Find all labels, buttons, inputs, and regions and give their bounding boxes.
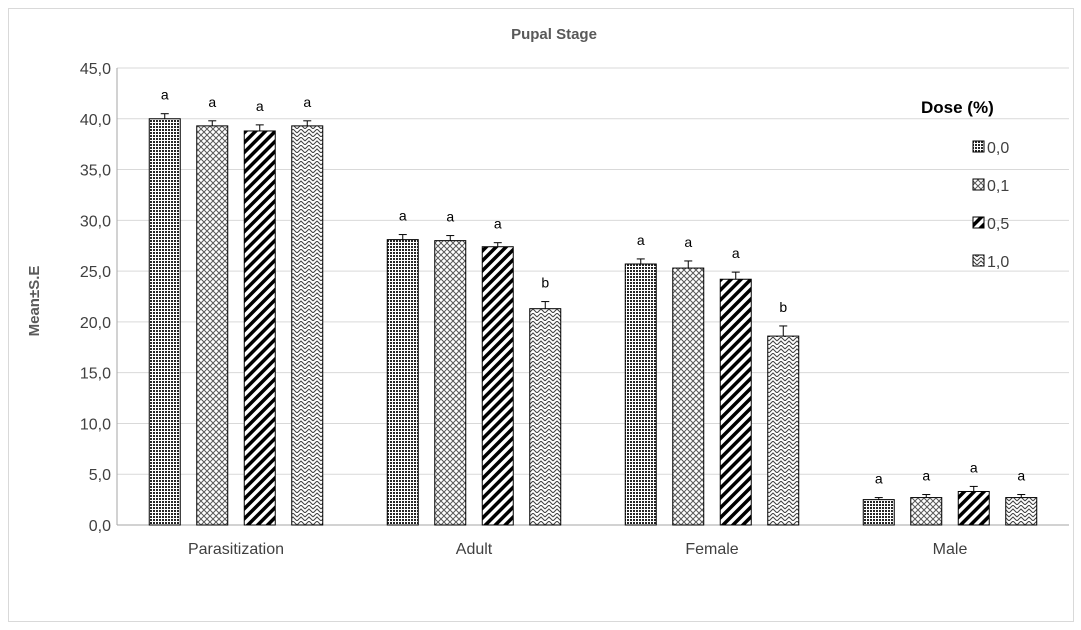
bar — [624, 263, 657, 526]
bar-chart: Pupal Stage Mean±S.E Dose (%) 0,0 5,0 10,0… — [26, 26, 1069, 558]
significance-label: a — [875, 471, 883, 487]
bar — [910, 497, 943, 526]
legend: 0,0 0,1 0,5 1,0 — [972, 140, 1009, 271]
y-tick-label: 0,0 — [89, 518, 111, 535]
bar — [291, 125, 324, 526]
significance-label: a — [161, 87, 169, 103]
significance-label: a — [732, 245, 740, 261]
y-tick-label: 45,0 — [80, 61, 111, 78]
bar — [148, 118, 181, 526]
significance-label: a — [684, 234, 692, 250]
bar — [862, 499, 895, 526]
y-tick-label: 10,0 — [80, 416, 111, 433]
bar — [196, 125, 229, 526]
bar — [481, 246, 514, 526]
bar — [434, 240, 467, 526]
significance-label: a — [303, 94, 311, 110]
y-axis-label: Mean±S.E — [26, 266, 43, 337]
significance-label: a — [256, 98, 264, 114]
bar — [672, 267, 705, 526]
y-tick-label: 20,0 — [80, 315, 111, 332]
x-axis-ticks: Parasitization Adult Female Male — [188, 541, 967, 558]
x-tick-label: Female — [685, 541, 738, 558]
legend-swatch — [972, 178, 985, 191]
legend-swatch — [972, 254, 985, 267]
bars: a a a a a a a b a a a b a a a a — [148, 87, 1038, 526]
significance-label: b — [541, 275, 549, 291]
legend-label: 0,1 — [987, 178, 1009, 195]
y-tick-label: 5,0 — [89, 467, 111, 484]
legend-label: 0,5 — [987, 216, 1009, 233]
y-tick-label: 35,0 — [80, 163, 111, 180]
x-tick-label: Parasitization — [188, 541, 284, 558]
significance-label: a — [970, 459, 978, 475]
y-tick-label: 40,0 — [80, 112, 111, 129]
legend-swatch — [972, 216, 985, 229]
significance-label: a — [494, 216, 502, 232]
significance-label: a — [208, 94, 216, 110]
legend-title: Dose (%) — [921, 98, 994, 117]
legend-label: 1,0 — [987, 254, 1009, 271]
bar — [529, 308, 562, 526]
x-tick-label: Male — [933, 541, 968, 558]
x-tick-label: Adult — [456, 541, 493, 558]
bar — [957, 490, 990, 526]
y-tick-label: 15,0 — [80, 366, 111, 383]
significance-label: a — [922, 468, 930, 484]
significance-label: a — [446, 209, 454, 225]
y-tick-label: 30,0 — [80, 213, 111, 230]
significance-label: a — [637, 232, 645, 248]
significance-label: a — [399, 208, 407, 224]
legend-swatch — [972, 140, 985, 153]
significance-label: a — [1017, 468, 1025, 484]
y-tick-label: 25,0 — [80, 264, 111, 281]
bar — [719, 278, 752, 526]
bar — [386, 239, 419, 526]
legend-label: 0,0 — [987, 140, 1009, 157]
chart-container: Pupal Stage Mean±S.E Dose (%) 0,0 5,0 10,0… — [8, 8, 1074, 622]
y-axis-ticks: 0,0 5,0 10,0 15,0 20,0 25,0 30,0 35,0 40,0 45,0 — [80, 61, 111, 535]
bar — [243, 130, 276, 526]
bar — [767, 335, 800, 526]
bar — [1005, 497, 1038, 526]
significance-label: b — [779, 299, 787, 315]
chart-title: Pupal Stage — [511, 26, 597, 43]
